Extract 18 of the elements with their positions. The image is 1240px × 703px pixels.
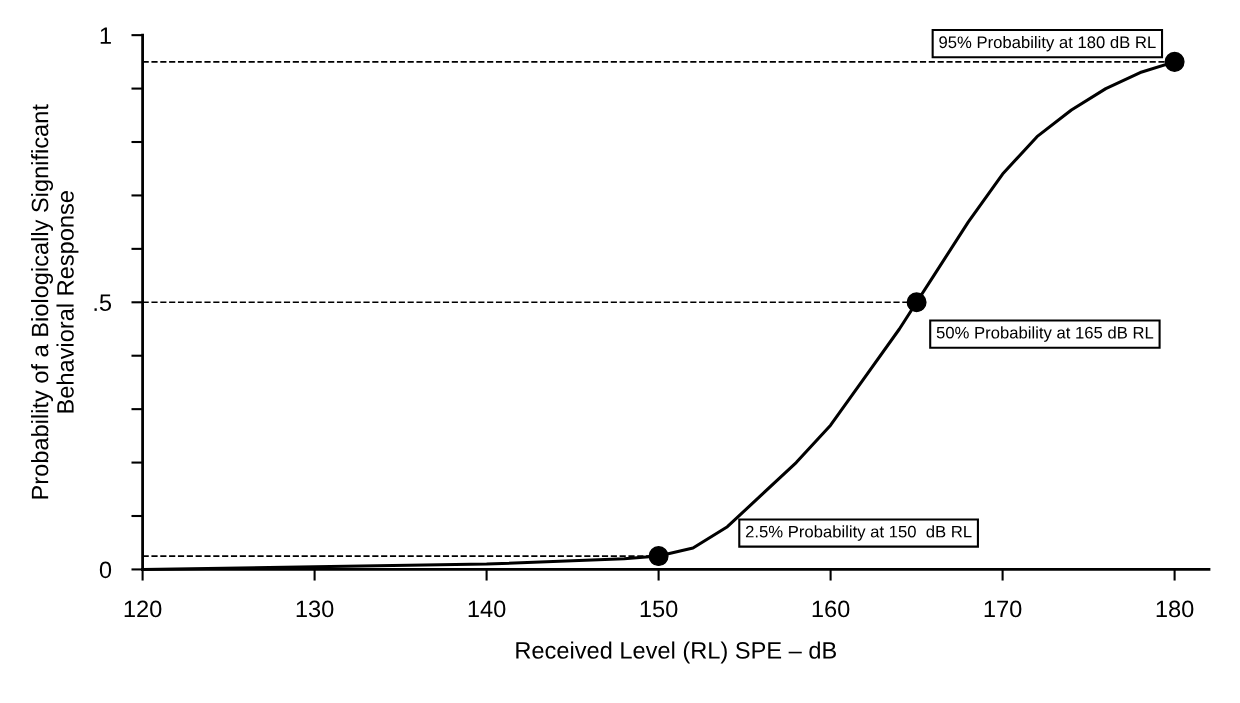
annotation: 95% Probability at 180 dB RL: [939, 35, 1156, 52]
x-axis-title: Received Level (RL) SPE – dB: [516, 641, 836, 664]
x-tick-label: 120: [124, 600, 162, 618]
annotation: 2.5% Probability at 150 dB RL: [745, 525, 972, 541]
y-axis-title: Probability of a Biologically Significant Behavioral Response: [31, 104, 79, 499]
x-tick-label: 170: [984, 600, 1022, 618]
annotation: 50% Probability at 165 dB RL: [936, 326, 1154, 342]
y-tick-label: .5: [94, 294, 112, 312]
point: [906, 292, 927, 313]
x-tick-label: 150: [640, 600, 678, 618]
x-tick-label: 130: [296, 600, 334, 618]
point: [648, 546, 669, 567]
point: [1164, 51, 1185, 72]
x-tick-label: 180: [1156, 600, 1194, 618]
y-tick-label: 0: [99, 561, 112, 579]
y-tick-label: 1: [100, 27, 111, 44]
x-tick-label: 160: [812, 600, 850, 618]
x-tick-label: 140: [468, 600, 506, 618]
